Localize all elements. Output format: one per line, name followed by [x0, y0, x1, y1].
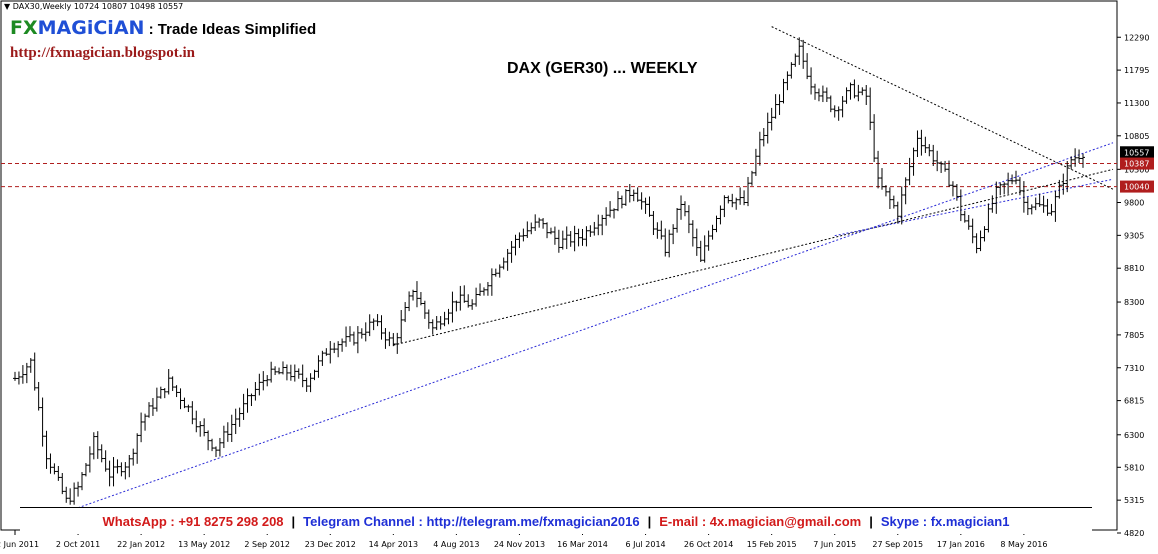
x-tick-label: 13 May 2012: [178, 540, 230, 549]
y-tick-label: 6300: [1124, 431, 1144, 440]
x-tick-label: 26 Oct 2014: [684, 540, 733, 549]
y-axis: 12290 11795 11300 10805 10300 9800 9305 8810 830…: [1117, 33, 1149, 538]
y-tick-label: 5315: [1124, 496, 1144, 505]
symbol-ohlc-text: DAX30,Weekly 10724 10807 10498 10557: [12, 2, 184, 11]
x-tick-label: 24 Nov 2013: [494, 540, 545, 549]
x-tick-label: 8 May 2016: [1000, 540, 1047, 549]
x-tick-label: 6 Jul 2014: [625, 540, 665, 549]
x-tick-label: 2 Sep 2012: [244, 540, 290, 549]
x-tick-label: 17 Jan 2016: [937, 540, 985, 549]
telegram-link[interactable]: Telegram Channel : http://telegram.me/fx…: [303, 513, 640, 529]
skype-contact[interactable]: Skype : fx.magician1: [880, 513, 1010, 529]
x-tick-label: 27 Sep 2015: [872, 540, 923, 549]
blog-url[interactable]: http://fxmagician.blogspot.in: [10, 45, 196, 61]
y-tick-label: 10805: [1124, 132, 1149, 141]
y-tick-label: 7310: [1124, 364, 1144, 373]
y-tick-label: 8810: [1124, 264, 1144, 273]
x-tick-label: 14 Apr 2013: [369, 540, 418, 549]
separator: |: [869, 513, 873, 529]
level-price-label: 10040: [1124, 183, 1149, 192]
y-tick-label: 12290: [1124, 33, 1149, 42]
x-tick-label: 7 Jun 2015: [813, 540, 856, 549]
symbol-info: ▼ DAX30,Weekly 10724 10807 10498 10557: [4, 2, 183, 11]
current-price-label-bg: [1120, 146, 1154, 159]
x-tick-label: 4 Aug 2013: [433, 540, 479, 549]
y-tick-label: 7805: [1124, 331, 1144, 340]
brand-magician: MAGiCiAN: [37, 17, 145, 39]
y-tick-label: 10300: [1124, 165, 1149, 174]
y-tick-label: 6815: [1124, 397, 1144, 406]
brand-logo: FXMAGiCiAN : Trade Ideas Simplified: [10, 17, 316, 39]
x-tick-label: 22 Jan 2012: [117, 540, 165, 549]
y-tick-label: 11795: [1124, 66, 1149, 75]
y-tick-label: 11300: [1124, 99, 1149, 108]
x-tick-label: 23 Dec 2012: [305, 540, 356, 549]
x-tick-label: 12 Jun 2011: [0, 540, 39, 549]
separator: |: [291, 513, 296, 529]
current-price-label: 10557: [1124, 148, 1149, 157]
trendline: [771, 26, 1114, 190]
trendlines: [77, 26, 1114, 509]
dropdown-triangle-icon[interactable]: ▼: [4, 2, 11, 11]
y-tick-label: 8300: [1124, 298, 1144, 307]
ohlc-bars: [13, 37, 1085, 505]
trendline: [77, 142, 1114, 509]
separator: |: [647, 513, 652, 529]
y-tick-label: 9305: [1124, 231, 1144, 240]
email-contact[interactable]: E-mail : 4x.magician@gmail.com: [659, 513, 862, 529]
y-tick-label: 5810: [1124, 463, 1144, 472]
y-tick-label: 4820: [1124, 529, 1144, 538]
x-axis: 12 Jun 2011 2 Oct 2011 22 Jan 2012 13 May 2…: [0, 530, 1047, 549]
brand-tagline: : Trade Ideas Simplified: [144, 21, 317, 38]
level-price-label: 10387: [1124, 160, 1149, 169]
plot-frame: [0, 0, 1118, 531]
trendline: [393, 168, 1114, 346]
price-labels: 10557 10387 10040: [1120, 146, 1154, 193]
x-tick-label: 2 Oct 2011: [56, 540, 100, 549]
whatsapp-contact[interactable]: WhatsApp : +91 8275 298 208: [102, 513, 284, 529]
chart-title: DAX (GER30) ... WEEKLY: [507, 60, 698, 77]
level-price-label-bg: [1120, 157, 1154, 170]
horizontal-levels: [1, 163, 1117, 188]
contact-bar: WhatsApp : +91 8275 298 208 | Telegram C…: [20, 507, 1092, 534]
level-price-label-bg: [1120, 180, 1154, 193]
x-tick-label: 15 Feb 2015: [747, 540, 797, 549]
x-tick-label: 16 Mar 2014: [557, 540, 608, 549]
brand-fx: FX: [10, 17, 38, 39]
y-tick-label: 9800: [1124, 199, 1144, 208]
trendline: [834, 178, 1114, 237]
